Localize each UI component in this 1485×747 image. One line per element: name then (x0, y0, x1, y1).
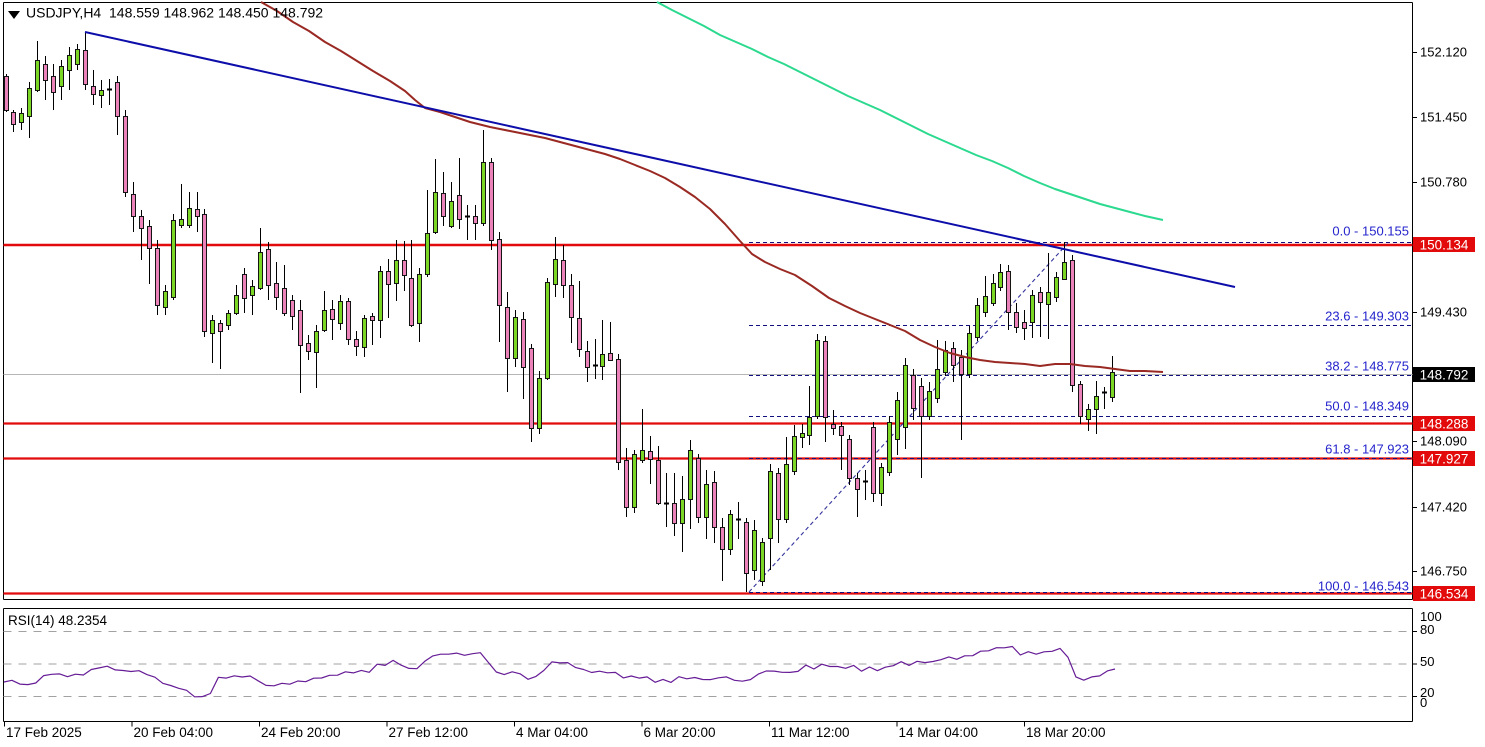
svg-text:148.288: 148.288 (1420, 416, 1469, 431)
svg-text:148.090: 148.090 (1420, 434, 1467, 449)
svg-text:23.6 - 149.303: 23.6 - 149.303 (1325, 309, 1409, 324)
svg-text:100: 100 (1420, 609, 1442, 624)
svg-text:14 Mar 04:00: 14 Mar 04:00 (899, 725, 979, 740)
svg-text:11 Mar 12:00: 11 Mar 12:00 (771, 725, 850, 740)
svg-text:61.8 - 147.923: 61.8 - 147.923 (1325, 442, 1409, 457)
svg-text:100.0 - 146.543: 100.0 - 146.543 (1318, 579, 1409, 594)
svg-text:USDJPY,H4 148.559 148.962 148: USDJPY,H4 148.559 148.962 148.450 148.79… (26, 5, 323, 21)
svg-text:4 Mar 04:00: 4 Mar 04:00 (516, 725, 588, 740)
svg-text:150.134: 150.134 (1420, 237, 1469, 252)
svg-text:146.750: 146.750 (1420, 564, 1467, 579)
svg-text:50.0 - 148.349: 50.0 - 148.349 (1325, 399, 1409, 414)
svg-text:RSI(14) 48.2354: RSI(14) 48.2354 (8, 613, 108, 628)
svg-text:18 Mar 20:00: 18 Mar 20:00 (1026, 725, 1106, 740)
svg-text:147.420: 147.420 (1420, 500, 1467, 515)
svg-text:0.0 - 150.155: 0.0 - 150.155 (1332, 224, 1409, 239)
svg-text:27 Feb 12:00: 27 Feb 12:00 (389, 725, 469, 740)
svg-text:20: 20 (1420, 685, 1434, 700)
svg-text:24 Feb 20:00: 24 Feb 20:00 (261, 725, 341, 740)
svg-text:146.534: 146.534 (1420, 586, 1469, 601)
svg-text:152.120: 152.120 (1420, 45, 1467, 60)
svg-text:149.430: 149.430 (1420, 305, 1467, 320)
svg-text:148.792: 148.792 (1420, 367, 1469, 382)
svg-text:20 Feb 04:00: 20 Feb 04:00 (134, 725, 214, 740)
svg-text:147.927: 147.927 (1420, 451, 1469, 466)
svg-text:151.450: 151.450 (1420, 110, 1467, 125)
svg-text:17 Feb 2025: 17 Feb 2025 (6, 725, 82, 740)
svg-text:0: 0 (1420, 695, 1427, 710)
svg-text:150.780: 150.780 (1420, 175, 1467, 190)
svg-text:38.2 - 148.775: 38.2 - 148.775 (1325, 359, 1409, 374)
svg-text:80: 80 (1420, 622, 1434, 637)
svg-text:6 Mar 20:00: 6 Mar 20:00 (644, 725, 716, 740)
svg-text:50: 50 (1420, 654, 1434, 669)
